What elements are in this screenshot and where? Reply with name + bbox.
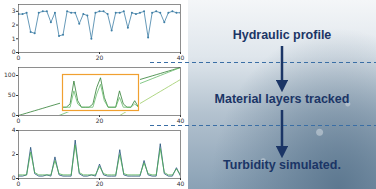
svg-text:40: 40 [177, 180, 185, 187]
svg-text:100: 100 [4, 71, 16, 78]
html-text:Turbidity simulated.: Turbidity simulated. [223, 158, 341, 172]
svg-text:50: 50 [8, 91, 16, 98]
svg-text:1: 1 [12, 35, 16, 42]
svg-text:2: 2 [12, 150, 16, 157]
svg-text:40: 40 [177, 117, 185, 124]
svg-text:20: 20 [96, 117, 104, 124]
svg-text:0: 0 [12, 174, 16, 181]
html-text:Hydraulic profile: Hydraulic profile [232, 28, 332, 42]
svg-text:0: 0 [17, 117, 21, 124]
svg-text:40: 40 [177, 54, 185, 61]
svg-text:2: 2 [12, 21, 16, 28]
html-text:Material layers tracked: Material layers tracked [214, 92, 350, 106]
svg-text:0: 0 [12, 111, 16, 118]
svg-text:0: 0 [17, 54, 21, 61]
svg-text:20: 20 [96, 180, 104, 187]
svg-text:3: 3 [12, 7, 16, 14]
svg-text:0: 0 [17, 180, 21, 187]
svg-text:20: 20 [96, 54, 104, 61]
svg-text:4: 4 [12, 126, 16, 133]
svg-text:0: 0 [12, 48, 16, 55]
